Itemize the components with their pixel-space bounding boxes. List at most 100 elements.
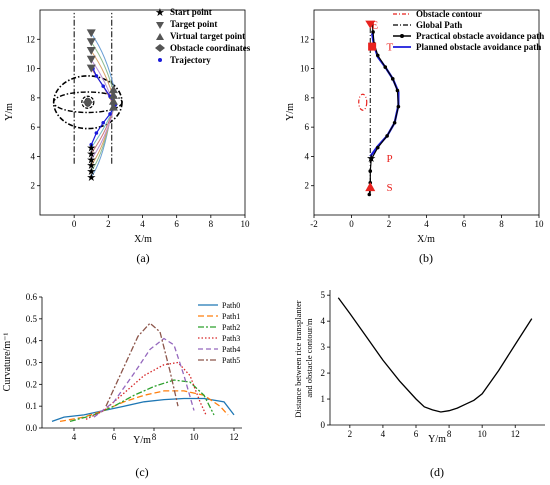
- point-annotation: T: [387, 42, 394, 54]
- y-tick-label: 4: [321, 316, 326, 326]
- legend-obstacle-icon: [155, 44, 165, 52]
- panel-b-y-ticks: 2 4 6 8 10 12: [300, 34, 314, 191]
- y-tick-label: 12: [300, 34, 309, 44]
- panel-d-ylabel-line2: and obstacle contour/m: [304, 318, 314, 398]
- practical-point: [395, 88, 400, 93]
- virtual-target-point: [108, 90, 118, 99]
- legend-practical-marker: [400, 34, 404, 38]
- legend-practical-label: Practical obstacle avoidance path: [416, 31, 544, 41]
- practical-point: [383, 65, 388, 69]
- panel-d-y-ticks: 0 1 2 3 4 5: [321, 290, 330, 430]
- legend-label: Path5: [222, 356, 240, 365]
- target-point: [86, 38, 96, 47]
- trajectory-point: [108, 112, 112, 116]
- virtual-target-point: [108, 96, 118, 105]
- practical-point: [396, 104, 401, 109]
- y-tick-label: 8: [305, 93, 310, 103]
- panel-a-caption: (a): [136, 251, 149, 265]
- practical-point: [390, 77, 395, 81]
- y-tick-label: 0.1: [26, 401, 37, 411]
- panel-c-legend: Path0 Path1 Path2 Path3 Path4 Path5: [198, 301, 240, 365]
- legend-start-icon: ★: [155, 7, 165, 19]
- x-tick-label: 6: [174, 219, 179, 229]
- point-annotation: P: [387, 153, 393, 165]
- x-tick-label: 4: [424, 219, 429, 229]
- legend-global-label: Global Path: [416, 20, 462, 30]
- y-tick-label: 0.3: [26, 358, 38, 368]
- panel-c-x-ticks: 4 6 8 10 12: [72, 428, 239, 442]
- start-point: ★: [86, 149, 96, 161]
- target-point: [86, 47, 96, 55]
- target-marker: [368, 42, 377, 51]
- obstacle-contour: [81, 95, 95, 109]
- trajectory-point: [101, 84, 106, 88]
- obstacle-point: [82, 97, 93, 108]
- x-tick-label: 6: [112, 432, 117, 442]
- y-tick-label: 8: [31, 93, 36, 103]
- panel-b-xlabel: X/m: [417, 234, 435, 245]
- practical-point: [371, 30, 375, 34]
- practical-point: [375, 53, 380, 58]
- x-tick-label: 12: [511, 429, 520, 439]
- virtual-target-point: [108, 102, 118, 111]
- y-tick-label: 2: [31, 181, 36, 191]
- start-marker: [365, 182, 376, 192]
- y-tick-label: 12: [26, 34, 35, 44]
- point-annotation: S: [387, 182, 393, 194]
- panel-a-y-ticks: 2 4 6 8 10 12: [26, 34, 40, 191]
- panel-d-caption: (d): [430, 465, 444, 479]
- distance-line: [337, 297, 533, 413]
- x-tick-label: 10: [241, 219, 251, 229]
- series-path5: [105, 322, 179, 407]
- practical-point: [385, 134, 389, 138]
- y-tick-label: 6: [31, 122, 36, 132]
- legend-target-label: Target point: [170, 19, 217, 29]
- panel-b-x-ticks: -2 0 2 4 6 8 10: [310, 215, 544, 229]
- start-point: ★: [86, 172, 96, 184]
- practical-point: [367, 192, 372, 197]
- panel-d-x-ticks: 2 4 6 8 10 12: [348, 425, 520, 439]
- x-tick-label: 10: [190, 432, 200, 442]
- x-tick-label: 10: [535, 219, 545, 229]
- fan-trajectory: [90, 33, 115, 90]
- x-tick-label: 8: [499, 219, 504, 229]
- legend-label: Path2: [222, 323, 240, 332]
- panel-c-caption: (c): [135, 465, 148, 479]
- start-point: ★: [86, 166, 96, 178]
- trajectory-point: [89, 142, 94, 147]
- y-tick-label: 0.2: [26, 379, 37, 389]
- legend-trajectory-label: Trajectory: [170, 55, 211, 65]
- x-tick-label: 8: [447, 429, 452, 439]
- panel-b-legend: Obstacle contour Global Path Practical o…: [393, 9, 544, 52]
- panel-c: 0.0 0.1 0.2 0.3 0.4 0.5 0.6 4 6 8 10 12 Path0 Path1…: [2, 292, 242, 479]
- y-tick-label: 3: [321, 342, 326, 352]
- x-tick-label: 2: [348, 429, 353, 439]
- panel-a-ylabel: Y/m: [4, 103, 15, 121]
- panel-a-x-ticks: 0 2 4 6 8 10: [72, 215, 250, 229]
- panel-a-legend: ★ Start point Target point Virtual targe…: [155, 7, 251, 65]
- y-tick-label: 0.0: [26, 423, 38, 433]
- x-tick-label: 6: [414, 429, 419, 439]
- x-tick-label: 10: [478, 429, 488, 439]
- panel-b-shapes: [358, 93, 368, 111]
- legend-label: Path4: [222, 345, 240, 354]
- x-tick-label: 8: [209, 219, 214, 229]
- start-point: ★: [86, 143, 96, 155]
- x-tick-label: 4: [140, 219, 145, 229]
- x-tick-label: 0: [72, 219, 77, 229]
- y-tick-label: 0.6: [26, 292, 38, 302]
- x-tick-label: 8: [152, 432, 157, 442]
- y-tick-label: 4: [31, 151, 36, 161]
- legend-label: Path0: [222, 301, 240, 310]
- target-point: [86, 64, 96, 73]
- obstacle-contour: [358, 93, 368, 111]
- panel-c-marks: [51, 322, 235, 423]
- panel-b-ylabel: Y/m: [285, 103, 296, 121]
- legend-virtual-icon: [156, 33, 164, 40]
- target-point: [86, 29, 96, 38]
- trajectory-point: [101, 120, 106, 125]
- panel-b-marks: ★ ET P S: [365, 20, 401, 197]
- start-point: ★: [86, 160, 96, 172]
- legend-trajectory-icon: [158, 58, 162, 62]
